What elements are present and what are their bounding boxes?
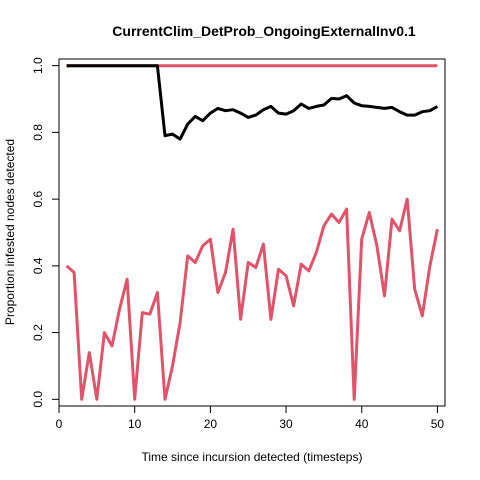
chart-title: CurrentClim_DetProb_OngoingExternalInv0.…: [112, 23, 416, 39]
y-axis: 0.0 0.2 0.4 0.6 0.8 1.0: [31, 57, 60, 408]
y-tick-label: 0.6: [31, 190, 45, 207]
y-axis-label: Proportion infested nodes detected: [3, 139, 17, 325]
y-tick-label: 0.2: [31, 324, 45, 341]
x-tick-label: 20: [204, 417, 218, 431]
y-tick-label: 1.0: [31, 57, 45, 74]
x-axis-label: Time since incursion detected (timesteps…: [142, 450, 363, 464]
x-tick-label: 0: [56, 417, 63, 431]
y-tick-label: 0.8: [31, 124, 45, 141]
series-layer: [65, 64, 439, 401]
plot-box: [58, 58, 446, 407]
y-tick-label: 0.0: [31, 391, 45, 408]
x-tick-label: 10: [128, 417, 142, 431]
x-tick-label: 30: [279, 417, 293, 431]
x-tick-label: 50: [431, 417, 445, 431]
series-line-2: [65, 197, 439, 401]
y-tick-label: 0.4: [31, 257, 45, 274]
x-axis: 0 10 20 30 40 50: [56, 405, 445, 431]
x-tick-label: 40: [355, 417, 369, 431]
series-line-1: [66, 64, 439, 141]
